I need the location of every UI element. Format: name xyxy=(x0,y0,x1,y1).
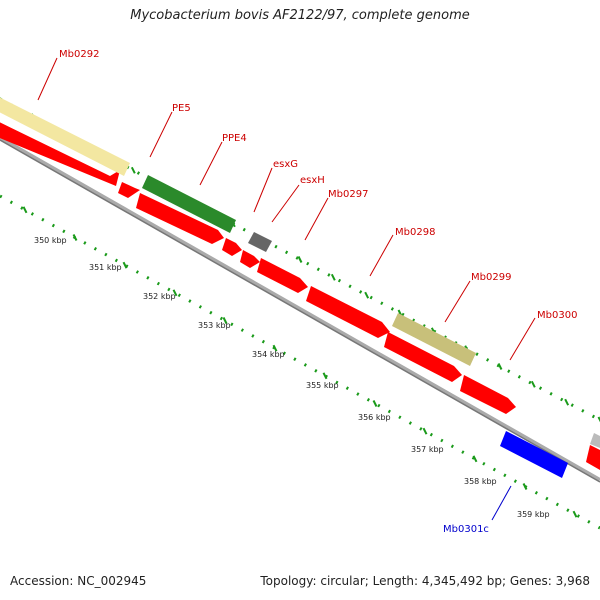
label-esxh[interactable]: esxH xyxy=(300,175,325,186)
major-tick xyxy=(372,400,378,407)
kbp-label: 358 kbp xyxy=(464,477,497,486)
major-tick xyxy=(472,455,478,463)
major-tick xyxy=(322,372,328,380)
gene-labels: Mb0292 PE5 PPE4 esxG esxH Mb0297 Mb0298 … xyxy=(59,49,577,535)
label-mb0301c[interactable]: Mb0301c xyxy=(443,524,489,535)
feature-esx[interactable] xyxy=(248,232,272,252)
map-title: Mycobacterium bovis AF2122/97, complete … xyxy=(130,8,470,23)
major-tick xyxy=(497,363,503,370)
major-tick xyxy=(522,483,528,490)
feature-ppe4[interactable] xyxy=(142,175,236,233)
forward-cds-row xyxy=(0,120,600,470)
label-mb0298[interactable]: Mb0298 xyxy=(395,227,435,238)
label-mb0299[interactable]: Mb0299 xyxy=(471,272,511,283)
major-tick xyxy=(72,234,78,241)
cds-mb0299[interactable] xyxy=(384,332,462,382)
major-tick xyxy=(364,291,370,299)
cds-mb0300[interactable] xyxy=(460,375,516,414)
major-tick xyxy=(564,398,570,406)
kbp-label: 352 kbp xyxy=(143,292,176,301)
backbone-edge xyxy=(0,139,600,483)
kbp-label: 350 kbp xyxy=(34,236,67,245)
label-esxg[interactable]: esxG xyxy=(273,159,298,170)
label-mb0297[interactable]: Mb0297 xyxy=(328,189,368,200)
kbp-label: 357 kbp xyxy=(411,445,444,454)
label-ppe4[interactable]: PPE4 xyxy=(222,133,247,144)
cds-esxh[interactable] xyxy=(240,250,260,268)
feature-mb0299[interactable] xyxy=(392,313,476,366)
cds-mb0292[interactable] xyxy=(0,120,120,186)
feature-row xyxy=(0,95,600,448)
cds-mb0301c[interactable] xyxy=(500,431,568,478)
cds-ppe4[interactable] xyxy=(136,193,224,244)
cds-next[interactable] xyxy=(586,445,600,470)
label-mb0300[interactable]: Mb0300 xyxy=(537,310,577,321)
label-mb0292[interactable]: Mb0292 xyxy=(59,49,99,60)
feature-next[interactable] xyxy=(590,433,600,448)
kbp-label: 354 kbp xyxy=(252,350,285,359)
cds-esxg[interactable] xyxy=(222,238,242,256)
major-tick xyxy=(22,206,28,214)
major-tick xyxy=(572,510,578,518)
cds-pe5[interactable] xyxy=(118,182,140,198)
major-tick xyxy=(222,317,228,324)
cds-mb0298[interactable] xyxy=(306,286,390,338)
topology-text: Topology: circular; Length: 4,345,492 bp… xyxy=(260,574,590,588)
major-tick xyxy=(297,256,303,263)
kbp-label: 356 kbp xyxy=(358,413,391,422)
label-leaders xyxy=(37,57,536,361)
backbone-line xyxy=(0,136,600,482)
kbp-label: 355 kbp xyxy=(306,381,339,390)
major-tick xyxy=(330,273,336,281)
major-tick xyxy=(597,416,600,423)
feature-pe5[interactable] xyxy=(0,95,130,176)
cds-mb0297[interactable] xyxy=(257,258,308,293)
scale-labels: 350 kbp 351 kbp 352 kbp 353 kbp 354 kbp … xyxy=(34,236,550,519)
major-tick xyxy=(422,427,428,435)
major-tick xyxy=(272,344,278,352)
accession-text: Accession: NC_002945 xyxy=(10,574,147,588)
kbp-label: 353 kbp xyxy=(198,321,231,330)
major-tick xyxy=(530,380,536,388)
kbp-label: 351 kbp xyxy=(89,263,122,272)
inner-tick-ring xyxy=(0,194,600,530)
label-pe5[interactable]: PE5 xyxy=(172,103,191,114)
label-leader-mb0301c xyxy=(491,485,512,521)
major-tick xyxy=(172,289,178,297)
kbp-label: 359 kbp xyxy=(517,510,550,519)
major-tick xyxy=(130,166,136,174)
major-tick xyxy=(122,261,128,269)
major-ticks xyxy=(0,96,600,518)
